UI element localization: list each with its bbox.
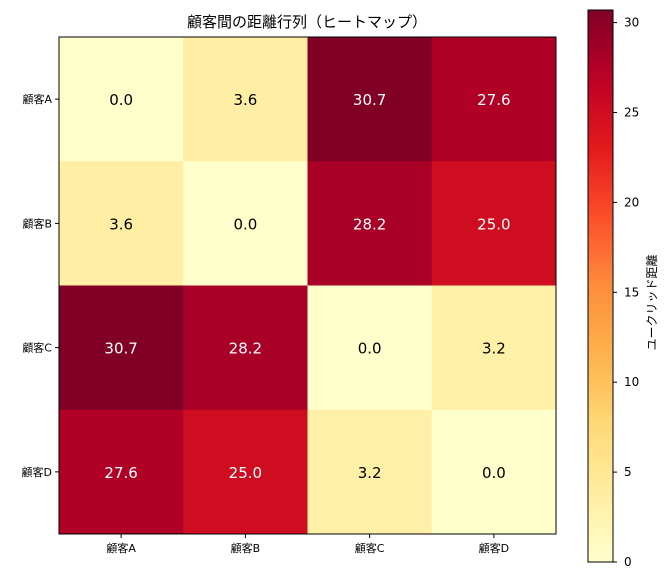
heatmap-cell (307, 409, 433, 535)
heatmap-cell (307, 161, 433, 286)
colorbar-label: ユークリッド距離 (645, 255, 659, 351)
heatmap-cell (307, 285, 433, 411)
colorbar-tick-label: 5 (624, 465, 632, 479)
cell-value-label: 28.2 (229, 340, 262, 358)
cell-value-label: 30.7 (353, 91, 386, 109)
heatmap-cell (307, 37, 433, 162)
heatmap-axes: 顧客A 顧客B 顧客C 顧客D 顧客A 顧客B 顧客C 顧客D (22, 36, 557, 555)
cell-value-label: 27.6 (104, 464, 137, 482)
y-tick-label: 顧客C (22, 341, 52, 355)
heatmap-cell (183, 161, 308, 286)
colorbar-tick-label: 10 (624, 375, 639, 389)
plot-frame (58, 36, 557, 535)
cell-value-label: 30.7 (104, 340, 137, 358)
heatmap-cell (183, 37, 308, 162)
cell-value-label: 0.0 (358, 340, 382, 358)
x-tick-label: 顧客A (106, 541, 136, 555)
heatmap-cell (431, 285, 557, 411)
chart-title: 顧客間の距離行列（ヒートマップ） (187, 13, 427, 31)
heatmap-cell (59, 285, 184, 411)
colorbar-tick-label: 20 (624, 195, 639, 209)
y-tick-label: 顧客B (22, 216, 52, 230)
cell-value-label: 27.6 (477, 91, 510, 109)
colorbar-tick-label: 15 (624, 285, 639, 299)
colorbar-tick-label: 0 (624, 555, 632, 569)
cell-value-label: 3.6 (109, 215, 133, 233)
cell-value-label: 3.2 (358, 464, 382, 482)
colorbar-tick-label: 30 (624, 16, 639, 30)
heatmap-cell (431, 409, 557, 535)
heatmap-cell (59, 409, 184, 535)
y-tick-label: 顧客D (22, 465, 52, 479)
colorbar: 0 5 10 15 20 25 30 ユークリッド距離 (587, 9, 659, 569)
cell-value-label: 25.0 (477, 215, 510, 233)
heatmap-cell (59, 37, 184, 162)
heatmap-cell (431, 161, 557, 286)
cell-value-label: 0.0 (482, 464, 506, 482)
heatmap-cell (59, 161, 184, 286)
heatmap-cell (183, 409, 308, 535)
heatmap-cells: 0.0 3.6 30.7 27.6 3.6 0.0 28.2 25.0 30.7 28.2 0.0 3… (59, 37, 557, 535)
cell-value-label: 28.2 (353, 215, 386, 233)
x-tick-label: 顧客D (479, 541, 509, 555)
cell-value-label: 3.2 (482, 340, 506, 358)
colorbar-bar (587, 9, 614, 563)
colorbar-tick-label: 25 (624, 105, 639, 119)
cell-value-label: 0.0 (109, 91, 133, 109)
cell-value-label: 0.0 (233, 215, 257, 233)
heatmap-cell (431, 37, 557, 162)
cell-value-label: 25.0 (229, 464, 262, 482)
x-tick-label: 顧客C (355, 541, 385, 555)
heatmap-cell (183, 285, 308, 411)
cell-value-label: 3.6 (233, 91, 257, 109)
x-tick-label: 顧客B (231, 541, 261, 555)
y-tick-label: 顧客A (22, 92, 52, 106)
